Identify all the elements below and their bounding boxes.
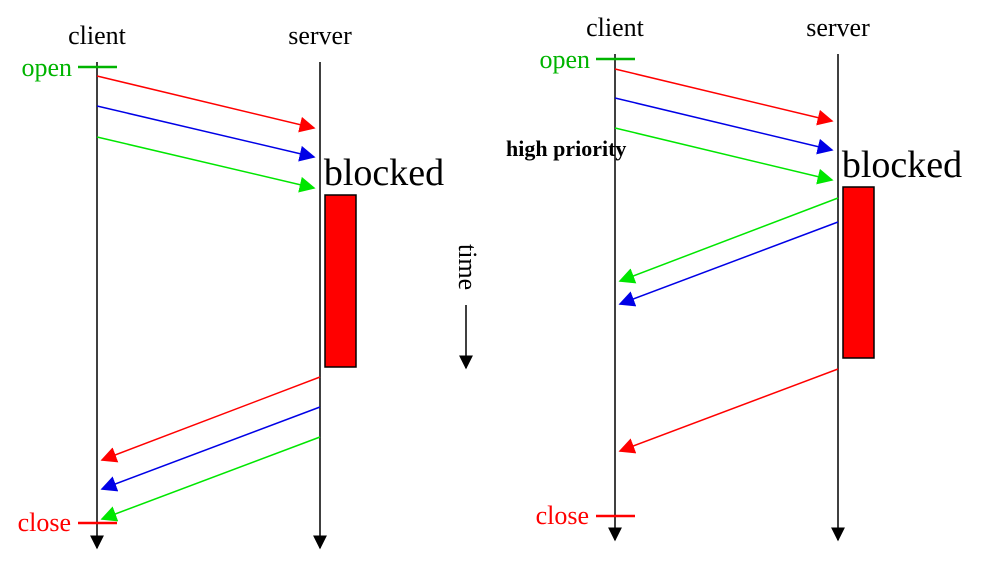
right-blocked-label: blocked <box>842 144 962 186</box>
left-close-label: close <box>18 508 71 537</box>
left-diagram: client server open close blocked <box>18 21 444 550</box>
right-open-label: open <box>539 45 590 74</box>
left-open-label: open <box>21 53 72 82</box>
time-label: time <box>453 244 482 290</box>
left-response-red-arrow <box>100 376 321 463</box>
time-axis: time <box>453 244 482 370</box>
right-request-green-arrow <box>614 127 834 185</box>
right-request-red-arrow <box>614 68 834 126</box>
right-diagram: client server open close high priority b… <box>506 13 962 542</box>
right-client-label: client <box>586 13 645 42</box>
right-server-label: server <box>806 13 870 42</box>
right-blocked-bar <box>842 186 875 359</box>
left-blocked-label: blocked <box>324 152 444 194</box>
right-response-green-arrow <box>618 197 839 284</box>
left-response-blue-arrow <box>100 406 321 492</box>
left-response-green-arrow <box>100 436 321 522</box>
left-blocked-bar <box>324 194 357 368</box>
left-client-label: client <box>68 21 127 50</box>
left-request-green-arrow <box>96 136 316 193</box>
left-request-blue-arrow <box>96 105 316 162</box>
high-priority-label: high priority <box>506 136 626 161</box>
left-request-red-arrow <box>96 75 316 133</box>
right-response-blue-arrow <box>618 221 839 307</box>
right-response-red-arrow <box>618 368 839 454</box>
right-close-label: close <box>536 501 589 530</box>
left-server-label: server <box>288 21 352 50</box>
right-request-blue-arrow <box>614 97 834 155</box>
